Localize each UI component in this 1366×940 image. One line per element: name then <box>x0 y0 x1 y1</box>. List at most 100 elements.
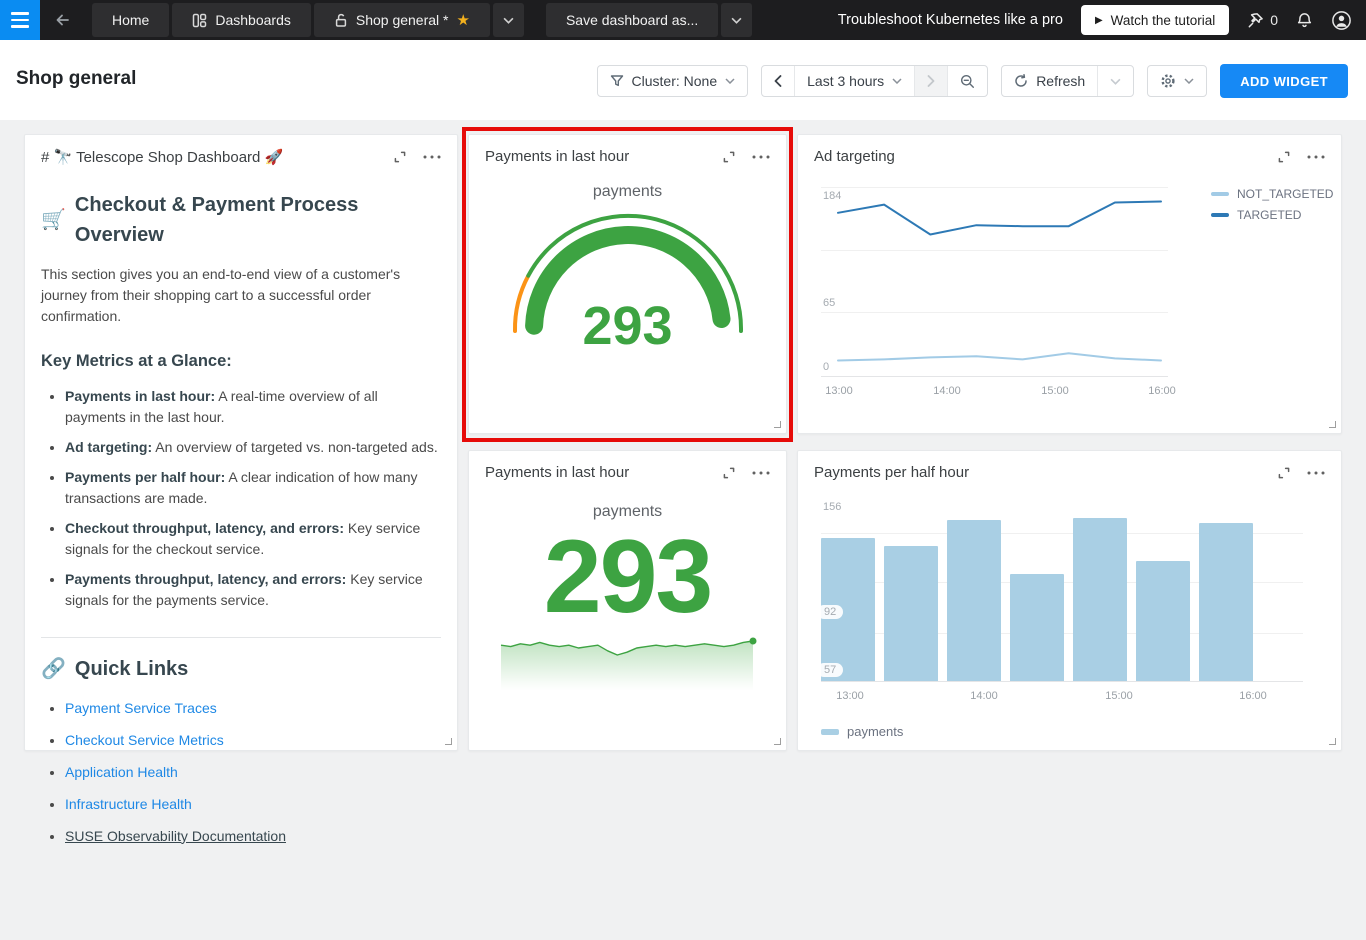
widget-menu-icon[interactable] <box>752 471 770 475</box>
pin-icon <box>1248 12 1264 27</box>
gauge-value: 293 <box>582 296 673 356</box>
sparkline <box>500 637 756 691</box>
refresh-interval-chevron[interactable] <box>1097 66 1133 96</box>
y-tick-label: 0 <box>823 361 830 373</box>
metrics-list: Payments in last hour: A real-time overv… <box>47 386 441 611</box>
legend-item-targeted[interactable]: TARGETED <box>1211 208 1333 222</box>
expand-widget-icon[interactable] <box>722 466 736 480</box>
link-suse-observability-docs[interactable]: SUSE Observability Documentation <box>65 827 286 844</box>
list-item: Ad targeting: An overview of targeted vs… <box>65 437 441 458</box>
refresh-button[interactable]: Refresh <box>1002 66 1097 96</box>
time-back-button[interactable] <box>762 66 794 96</box>
x-tick-label: 13:00 <box>825 385 853 397</box>
cluster-filter-label: Cluster: None <box>631 73 718 89</box>
page-title: Shop general <box>16 68 137 89</box>
play-icon: ▶ <box>1094 14 1103 26</box>
tab-options-chevron[interactable] <box>492 3 524 37</box>
chart-legend: NOT_TARGETED TARGETED <box>1211 187 1333 222</box>
zoom-out-button[interactable] <box>947 66 987 96</box>
metric-label: payments <box>592 503 663 520</box>
tab-shop-general-label: Shop general * <box>355 12 449 28</box>
add-widget-button[interactable]: ADD WIDGET <box>1220 64 1348 98</box>
chart-legend: payments <box>821 724 903 739</box>
expand-widget-icon[interactable] <box>393 150 407 164</box>
expand-widget-icon[interactable] <box>1277 150 1291 164</box>
link-payment-service-traces[interactable]: Payment Service Traces <box>65 699 217 716</box>
legend-item-not-targeted[interactable]: NOT_TARGETED <box>1211 187 1333 201</box>
dashboard-settings-button[interactable] <box>1147 65 1208 97</box>
promo-text: Troubleshoot Kubernetes like a pro <box>837 12 1063 28</box>
y-tick-label: 92 <box>817 605 844 619</box>
widget-title: Payments in last hour <box>485 148 630 165</box>
cluster-filter-button[interactable]: Cluster: None <box>596 65 749 97</box>
sparkline-chart <box>499 631 757 698</box>
x-axis-line <box>821 376 1168 377</box>
list-item: Payments in last hour: A real-time overv… <box>65 386 441 428</box>
time-forward-button[interactable] <box>914 66 948 96</box>
widget-menu-icon[interactable] <box>752 155 770 159</box>
gauge-chart: 293 <box>503 205 753 356</box>
legend-swatch <box>821 728 839 735</box>
save-dashboard-chevron[interactable] <box>721 3 753 37</box>
bar <box>947 519 1001 681</box>
resize-handle[interactable] <box>774 738 781 745</box>
x-axis-line <box>821 681 1303 682</box>
bar <box>1010 573 1064 681</box>
time-range-button[interactable]: Last 3 hours <box>794 66 914 96</box>
widget-title: Payments in last hour <box>485 464 630 481</box>
intro-paragraph: This section gives you an end-to-end vie… <box>41 266 401 324</box>
menu-button[interactable] <box>0 0 40 40</box>
list-item: Infrastructure Health <box>65 794 441 815</box>
tab-dashboards[interactable]: Dashboards <box>172 3 311 37</box>
list-item: SUSE Observability Documentation <box>65 826 441 847</box>
gear-icon <box>1160 73 1176 89</box>
dashboards-icon <box>192 13 207 28</box>
link-icon: 🔗 <box>41 657 66 680</box>
filter-funnel-icon <box>610 74 624 88</box>
tab-shop-general[interactable]: Shop general * ★ <box>313 3 490 37</box>
bar <box>1136 560 1190 681</box>
back-button[interactable] <box>40 0 84 40</box>
notifications-button[interactable] <box>1296 12 1313 29</box>
x-tick-label: 13:00 <box>836 690 864 702</box>
line-series <box>837 200 1162 362</box>
tab-home-label: Home <box>112 12 150 28</box>
user-avatar[interactable] <box>1331 10 1352 31</box>
resize-handle[interactable] <box>774 421 781 428</box>
chevron-right-icon <box>927 75 935 87</box>
resize-handle[interactable] <box>445 738 452 745</box>
tab-home[interactable]: Home <box>92 3 170 37</box>
widget-menu-icon[interactable] <box>1307 471 1325 475</box>
page-header: Shop general Cluster: None Last 3 hours … <box>0 40 1366 120</box>
bar-chart-plot: 156 92 57 13:00 14:00 15:00 16:00 <box>817 501 1303 702</box>
save-dashboard-label: Save dashboard as... <box>565 12 699 28</box>
link-checkout-service-metrics[interactable]: Checkout Service Metrics <box>65 731 224 748</box>
widget-ad-targeting: Ad targeting 184 65 0 13:00 14:00 15:00 … <box>797 134 1342 434</box>
overview-heading: 🛒 Checkout & Payment Process Overview <box>41 194 359 246</box>
top-navbar: Home Dashboards Shop general * ★ Save da… <box>0 0 1366 40</box>
expand-widget-icon[interactable] <box>722 150 736 164</box>
resize-handle[interactable] <box>1329 738 1336 745</box>
legend-swatch <box>1211 213 1229 217</box>
expand-widget-icon[interactable] <box>1277 466 1291 480</box>
widget-menu-icon[interactable] <box>423 155 441 159</box>
legend-swatch <box>1211 192 1229 196</box>
link-infrastructure-health[interactable]: Infrastructure Health <box>65 795 192 812</box>
link-application-health[interactable]: Application Health <box>65 763 178 780</box>
divider <box>41 636 441 638</box>
pinned-items-button[interactable]: 0 <box>1247 12 1278 29</box>
legend-item-payments[interactable]: payments <box>821 724 903 739</box>
resize-handle[interactable] <box>1329 421 1336 428</box>
favorite-star-icon[interactable]: ★ <box>456 11 470 29</box>
list-item: Payment Service Traces <box>65 698 441 719</box>
widget-menu-icon[interactable] <box>1307 155 1325 159</box>
refresh-control: Refresh <box>1001 65 1135 97</box>
chevron-down-icon <box>1184 78 1194 84</box>
save-dashboard-button[interactable]: Save dashboard as... <box>545 3 719 37</box>
markdown-content: 🛒 Checkout & Payment Process Overview Th… <box>25 170 457 847</box>
quick-links-heading: 🔗 Quick Links <box>41 654 441 684</box>
line-chart-plot: 184 65 0 13:00 14:00 15:00 16:00 <box>821 187 1176 397</box>
quick-links-list: Payment Service Traces Checkout Service … <box>47 698 441 847</box>
watch-tutorial-button[interactable]: ▶ Watch the tutorial <box>1080 5 1230 35</box>
chevron-down-icon <box>503 17 514 24</box>
